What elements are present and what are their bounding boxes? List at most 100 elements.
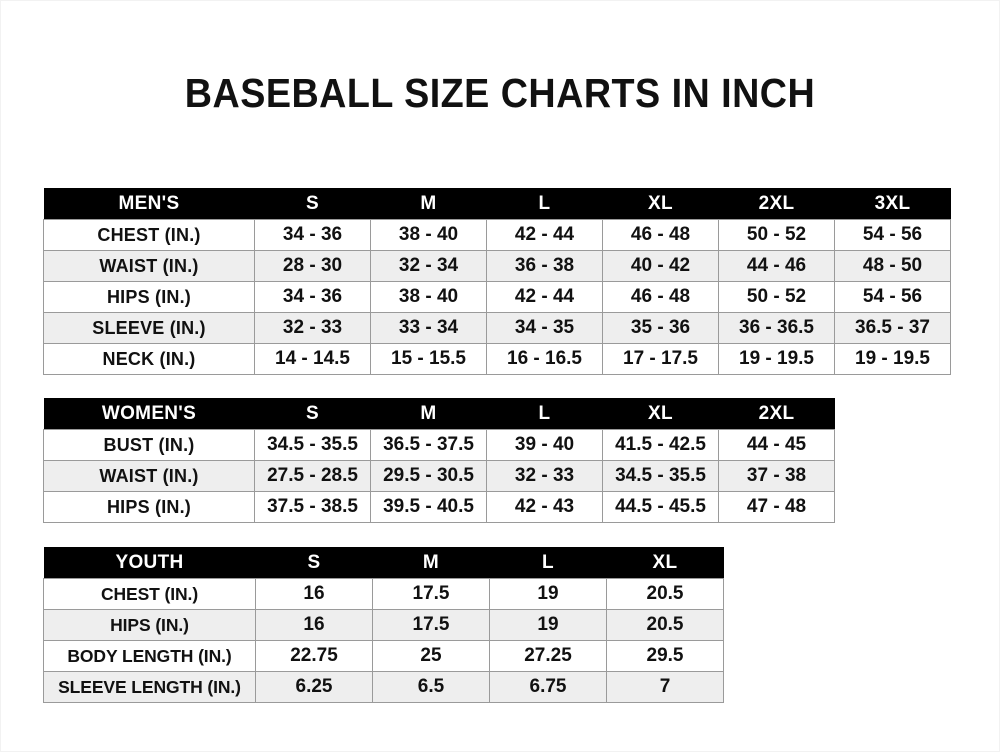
measurement-cell: 36 - 38 [486, 250, 603, 282]
measurement-cell: 40 - 42 [602, 250, 719, 282]
measurement-cell: 29.5 - 30.5 [370, 460, 487, 492]
table-row: BODY LENGTH (IN.) 22.75 25 27.25 29.5 [43, 640, 724, 672]
column-header-2xl: 2XL [718, 188, 835, 220]
measurement-cell: 29.5 [606, 640, 724, 672]
table-category-header: MEN'S [43, 188, 255, 220]
measurement-cell: 32 - 34 [370, 250, 487, 282]
row-label: WAIST (IN.) [43, 250, 255, 282]
measurement-cell: 41.5 - 42.5 [602, 429, 719, 461]
womens-size-table: WOMEN'S S M L XL 2XL BUST (IN.) 34.5 - 35.5 36.5… [43, 398, 835, 523]
column-header-l: L [486, 398, 603, 430]
measurement-cell: 54 - 56 [834, 281, 951, 313]
measurement-cell: 46 - 48 [602, 219, 719, 251]
measurement-cell: 27.25 [489, 640, 607, 672]
table-header-row: WOMEN'S S M L XL 2XL [43, 398, 835, 430]
column-header-l: L [489, 547, 607, 579]
table-row: WAIST (IN.) 28 - 30 32 - 34 36 - 38 40 - 42 4… [43, 250, 951, 282]
measurement-cell: 48 - 50 [834, 250, 951, 282]
table-row: HIPS (IN.) 34 - 36 38 - 40 42 - 44 46 - 48 50… [43, 281, 951, 313]
measurement-cell: 6.5 [372, 671, 490, 703]
measurement-cell: 46 - 48 [602, 281, 719, 313]
measurement-cell: 16 - 16.5 [486, 343, 603, 375]
measurement-cell: 6.25 [255, 671, 373, 703]
row-label: BUST (IN.) [43, 429, 255, 461]
measurement-cell: 37 - 38 [718, 460, 835, 492]
table-row: SLEEVE LENGTH (IN.) 6.25 6.5 6.75 7 [43, 671, 724, 703]
measurement-cell: 34 - 35 [486, 312, 603, 344]
column-header-s: S [255, 547, 373, 579]
measurement-cell: 32 - 33 [254, 312, 371, 344]
column-header-xl: XL [602, 398, 719, 430]
youth-size-table: YOUTH S M L XL CHEST (IN.) 16 17.5 19 20.5 HIPS (I… [43, 547, 724, 703]
measurement-cell: 20.5 [606, 578, 724, 610]
measurement-cell: 16 [255, 609, 373, 641]
measurement-cell: 47 - 48 [718, 491, 835, 523]
measurement-cell: 36.5 - 37 [834, 312, 951, 344]
measurement-cell: 33 - 34 [370, 312, 487, 344]
measurement-cell: 34.5 - 35.5 [602, 460, 719, 492]
measurement-cell: 34 - 36 [254, 219, 371, 251]
table-header-row: YOUTH S M L XL [43, 547, 724, 579]
measurement-cell: 34 - 36 [254, 281, 371, 313]
measurement-cell: 17 - 17.5 [602, 343, 719, 375]
measurement-cell: 39 - 40 [486, 429, 603, 461]
column-header-2xl: 2XL [718, 398, 835, 430]
row-label: WAIST (IN.) [43, 460, 255, 492]
measurement-cell: 50 - 52 [718, 281, 835, 313]
column-header-m: M [370, 398, 487, 430]
measurement-cell: 19 [489, 609, 607, 641]
measurement-cell: 19 - 19.5 [834, 343, 951, 375]
row-label: HIPS (IN.) [43, 491, 255, 523]
page-title: BASEBALL SIZE CHARTS IN INCH [184, 70, 816, 116]
measurement-cell: 22.75 [255, 640, 373, 672]
measurement-cell: 6.75 [489, 671, 607, 703]
column-header-m: M [370, 188, 487, 220]
row-label: CHEST (IN.) [43, 219, 255, 251]
measurement-cell: 15 - 15.5 [370, 343, 487, 375]
table-row: HIPS (IN.) 37.5 - 38.5 39.5 - 40.5 42 - 43 4… [43, 491, 835, 523]
measurement-cell: 20.5 [606, 609, 724, 641]
table-row: SLEEVE (IN.) 32 - 33 33 - 34 34 - 35 35 - 36… [43, 312, 951, 344]
table-row: BUST (IN.) 34.5 - 35.5 36.5 - 37.5 39 - 40 4… [43, 429, 835, 461]
measurement-cell: 32 - 33 [486, 460, 603, 492]
row-label: SLEEVE (IN.) [43, 312, 255, 344]
measurement-cell: 34.5 - 35.5 [254, 429, 371, 461]
measurement-cell: 39.5 - 40.5 [370, 491, 487, 523]
column-header-3xl: 3XL [834, 188, 951, 220]
measurement-cell: 42 - 43 [486, 491, 603, 523]
measurement-cell: 50 - 52 [718, 219, 835, 251]
measurement-cell: 54 - 56 [834, 219, 951, 251]
measurement-cell: 44 - 45 [718, 429, 835, 461]
measurement-cell: 25 [372, 640, 490, 672]
column-header-s: S [254, 188, 371, 220]
table-row: HIPS (IN.) 16 17.5 19 20.5 [43, 609, 724, 641]
measurement-cell: 36 - 36.5 [718, 312, 835, 344]
measurement-cell: 42 - 44 [486, 219, 603, 251]
row-label: CHEST (IN.) [43, 578, 256, 610]
row-label: HIPS (IN.) [43, 609, 256, 641]
column-header-m: M [372, 547, 490, 579]
column-header-l: L [486, 188, 603, 220]
measurement-cell: 28 - 30 [254, 250, 371, 282]
column-header-xl: XL [606, 547, 724, 579]
mens-size-table: MEN'S S M L XL 2XL 3XL CHEST (IN.) 34 - 36 38 - 4… [43, 188, 951, 375]
measurement-cell: 16 [255, 578, 373, 610]
measurement-cell: 19 [489, 578, 607, 610]
measurement-cell: 44.5 - 45.5 [602, 491, 719, 523]
column-header-s: S [254, 398, 371, 430]
table-row: CHEST (IN.) 34 - 36 38 - 40 42 - 44 46 - 48 5… [43, 219, 951, 251]
column-header-xl: XL [602, 188, 719, 220]
table-category-header: YOUTH [43, 547, 256, 579]
measurement-cell: 7 [606, 671, 724, 703]
table-row: WAIST (IN.) 27.5 - 28.5 29.5 - 30.5 32 - 33… [43, 460, 835, 492]
table-row: NECK (IN.) 14 - 14.5 15 - 15.5 16 - 16.5 17 … [43, 343, 951, 375]
measurement-cell: 38 - 40 [370, 281, 487, 313]
measurement-cell: 42 - 44 [486, 281, 603, 313]
table-row: CHEST (IN.) 16 17.5 19 20.5 [43, 578, 724, 610]
row-label: BODY LENGTH (IN.) [43, 640, 256, 672]
measurement-cell: 14 - 14.5 [254, 343, 371, 375]
measurement-cell: 36.5 - 37.5 [370, 429, 487, 461]
table-category-header: WOMEN'S [43, 398, 255, 430]
row-label: NECK (IN.) [43, 343, 255, 375]
